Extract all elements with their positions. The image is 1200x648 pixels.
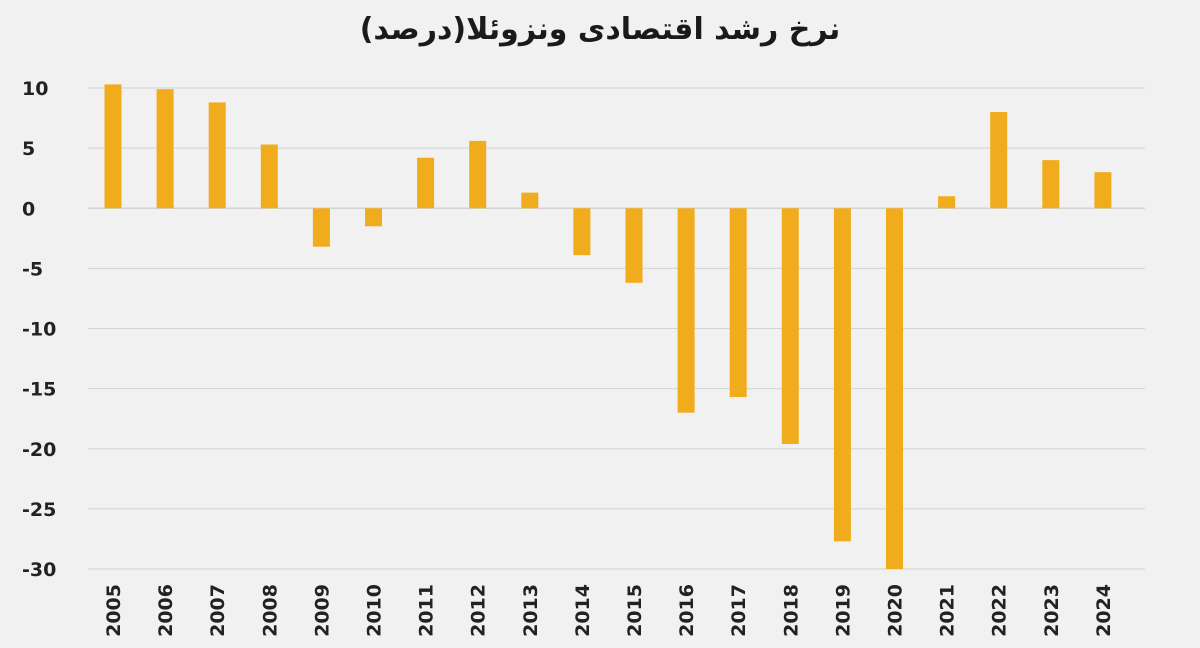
x-tick-label: 2024 — [1093, 584, 1115, 637]
x-axis-ticks: 2005 2006 2007 2008 2009 2010 2011 2012 2013 2014… — [103, 584, 1115, 637]
bar-2020 — [886, 208, 903, 569]
bar-2013 — [521, 192, 539, 209]
x-tick-label: 2022 — [989, 584, 1011, 637]
x-tick-label: 2009 — [311, 584, 333, 637]
y-tick-label: -10 — [22, 319, 56, 341]
bar-2008 — [260, 144, 278, 209]
bar-2021 — [938, 196, 956, 209]
bar-2018 — [781, 208, 799, 444]
x-tick-label: 2012 — [468, 584, 490, 637]
x-tick-label: 2023 — [1041, 584, 1063, 637]
bar-2022 — [990, 112, 1008, 209]
chart-title: نرخ رشد اقتصادی ونزوئلا(درصد) — [359, 12, 841, 47]
x-tick-label: 2017 — [728, 584, 750, 637]
bar-2009 — [312, 208, 330, 247]
x-tick-label: 2013 — [520, 584, 542, 637]
y-tick-label: -5 — [22, 258, 43, 280]
bar-2014 — [573, 208, 591, 256]
gridlines — [88, 87, 1145, 570]
y-tick-label: 0 — [22, 198, 35, 220]
bar-2011 — [417, 157, 435, 209]
y-tick-label: -15 — [22, 379, 56, 401]
bars — [104, 84, 1112, 569]
y-tick-label: 5 — [22, 138, 35, 160]
bar-2017 — [729, 208, 747, 398]
x-tick-label: 2016 — [676, 584, 698, 637]
bar-2012 — [469, 140, 487, 209]
x-tick-label: 2015 — [624, 584, 646, 637]
x-tick-label: 2007 — [207, 584, 229, 637]
bar-2015 — [625, 208, 643, 283]
y-tick-label: 10 — [22, 78, 48, 100]
y-tick-label: -30 — [22, 559, 56, 581]
x-tick-label: 2006 — [155, 584, 177, 637]
bar-2010 — [365, 208, 382, 227]
x-tick-label: 2005 — [103, 584, 125, 637]
bar-2016 — [677, 208, 695, 413]
x-tick-label: 2020 — [885, 584, 907, 637]
bar-2006 — [156, 89, 174, 209]
bar-2007 — [208, 102, 226, 209]
x-tick-label: 2008 — [259, 584, 281, 637]
x-tick-label: 2019 — [832, 584, 854, 637]
y-tick-label: -25 — [22, 499, 56, 521]
x-tick-label: 2011 — [416, 584, 438, 637]
bar-2024 — [1094, 172, 1112, 209]
x-tick-label: 2021 — [937, 584, 959, 637]
x-tick-label: 2018 — [780, 584, 802, 637]
y-tick-label: -20 — [22, 439, 56, 461]
x-tick-label: 2010 — [364, 584, 386, 637]
y-axis-ticks: 10 5 0 -5 -10 -15 -20 -25 -30 — [22, 78, 56, 581]
bar-2019 — [833, 208, 851, 542]
bar-2005 — [104, 84, 122, 209]
x-tick-label: 2014 — [572, 584, 594, 637]
bar-2023 — [1042, 160, 1060, 209]
